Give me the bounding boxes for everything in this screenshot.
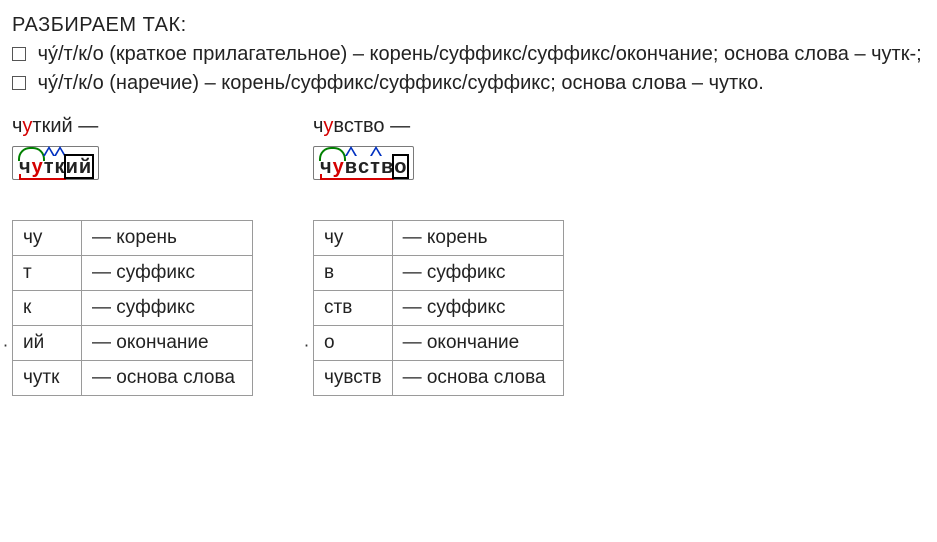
intro-word-2: чу́/т/к/о [38,72,104,94]
root-pre: ч [320,156,333,178]
ending-segment: ий [66,157,93,177]
description-cell: — основа слова [82,361,253,396]
left-column: чуткий — чуткий чу— кореньт— суффикск— с… [12,115,253,396]
right-header-hl: у [323,115,333,137]
root-pre: ч [19,156,32,178]
suffix-segment: в [345,157,358,177]
morpheme-cell: чувств [314,361,393,396]
table-row: ий— окончание [13,326,253,361]
left-header-hl: у [22,115,32,137]
left-header-post: ткий — [32,115,98,137]
table-row: т— суффикс [13,256,253,291]
ending-segment: о [394,157,407,177]
morpheme-cell: чу [13,221,82,256]
morpheme-cell: чутк [13,361,82,396]
description-cell: — суффикс [82,256,253,291]
intro-pos-2: (наречие) [109,72,199,94]
table-row: чутк— основа слова [13,361,253,396]
left-table: чу— кореньт— суффикск— суффиксий— оконча… [12,220,253,396]
right-word-header: чувство — [313,115,564,138]
intro-title: РАЗБИРАЕМ ТАК: [12,12,925,39]
morpheme-cell: о [314,326,393,361]
right-table: чу— кореньв— суффиксств— суффиксо— оконч… [313,220,564,396]
intro-parts-1: корень/суффикс/суффикс/окончание [370,43,713,65]
right-column: чувство — чувство чу— кореньв— суффиксст… [313,115,564,396]
left-morph-box: чуткий [12,146,99,180]
suffix-segment: ств [358,157,394,177]
right-header-post: вство — [333,115,410,137]
root-hl: у [32,156,44,178]
right-table-body: чу— кореньв— суффиксств— суффиксо— оконч… [314,221,564,396]
left-header-pre: ч [12,115,22,137]
bullet-icon [12,47,26,61]
intro-parts-2: корень/суффикс/суффикс/суффикс [221,72,550,94]
table-row: к— суффикс [13,291,253,326]
intro-basis-2: чутко [709,72,759,94]
suffix-segment: т [44,157,55,177]
root-segment: чу [19,157,44,177]
root-hl: у [333,156,345,178]
bullet-icon [12,76,26,90]
page-root: РАЗБИРАЕМ ТАК: чу́/т/к/о (краткое прилаг… [0,0,937,416]
intro-line-2: чу́/т/к/о (наречие) – корень/суффикс/суф… [12,70,925,97]
intro-pos-1: (краткое прилагательное) [109,43,347,65]
left-table-body: чу— кореньт— суффикск— суффиксий— оконча… [13,221,253,396]
description-cell: — суффикс [392,291,563,326]
right-morph-box: чувство [313,146,414,180]
description-cell: — суффикс [82,291,253,326]
morpheme-cell: чу [314,221,393,256]
intro-word-1: чу́/т/к/о [38,43,104,65]
intro-basis-label-1: основа слова [724,43,849,65]
intro-line-1: чу́/т/к/о (краткое прилагательное) – кор… [12,41,925,68]
left-word-header: чуткий — [12,115,253,138]
intro-block: РАЗБИРАЕМ ТАК: чу́/т/к/о (краткое прилаг… [12,12,925,97]
table-row: чу— корень [13,221,253,256]
table-row: чувств— основа слова [314,361,564,396]
right-stem: чувств [320,157,394,177]
description-cell: — корень [82,221,253,256]
table-row: чу— корень [314,221,564,256]
description-cell: — окончание [82,326,253,361]
morpheme-cell: ств [314,291,393,326]
morpheme-cell: к [13,291,82,326]
left-stem: чутк [19,157,66,177]
morpheme-cell: т [13,256,82,291]
intro-basis-1: чутк- [871,43,916,65]
right-header-pre: ч [313,115,323,137]
intro-basis-label-2: основа слова [561,72,686,94]
table-row: о— окончание [314,326,564,361]
root-segment: чу [320,157,345,177]
morpheme-cell: ий [13,326,82,361]
morpheme-cell: в [314,256,393,291]
table-row: в— суффикс [314,256,564,291]
description-cell: — суффикс [392,256,563,291]
description-cell: — основа слова [392,361,563,396]
description-cell: — окончание [392,326,563,361]
table-row: ств— суффикс [314,291,564,326]
columns: чуткий — чуткий чу— кореньт— суффикск— с… [12,115,925,396]
description-cell: — корень [392,221,563,256]
